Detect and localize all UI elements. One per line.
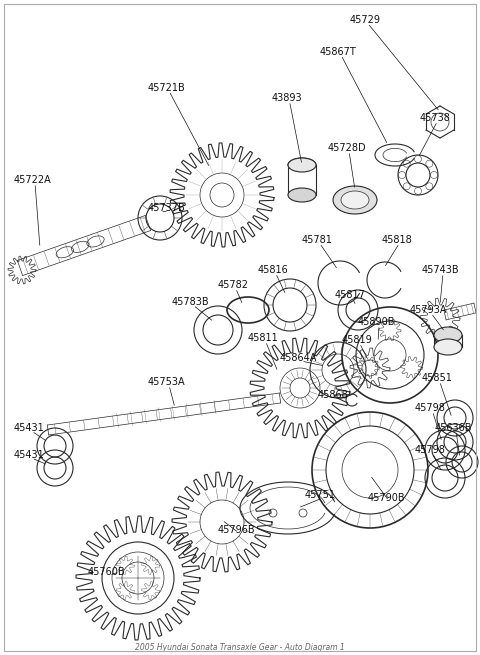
Text: 45781: 45781 bbox=[302, 235, 333, 245]
Ellipse shape bbox=[288, 188, 316, 202]
Text: 45851: 45851 bbox=[422, 373, 453, 383]
Text: 45864A: 45864A bbox=[280, 353, 317, 363]
Text: 45816: 45816 bbox=[258, 265, 289, 275]
Text: 2005 Hyundai Sonata Transaxle Gear - Auto Diagram 1: 2005 Hyundai Sonata Transaxle Gear - Aut… bbox=[135, 643, 345, 652]
Text: 45729: 45729 bbox=[350, 15, 381, 25]
Ellipse shape bbox=[288, 158, 316, 172]
Text: 45783B: 45783B bbox=[172, 297, 210, 307]
Text: 45753A: 45753A bbox=[148, 377, 186, 387]
Text: 45782: 45782 bbox=[218, 280, 249, 290]
Text: 45431: 45431 bbox=[14, 450, 45, 460]
Text: 45760B: 45760B bbox=[88, 567, 126, 577]
Text: 45636B: 45636B bbox=[435, 423, 472, 433]
Text: 45798: 45798 bbox=[415, 403, 446, 413]
Text: 45868: 45868 bbox=[318, 390, 349, 400]
Text: 45431: 45431 bbox=[14, 423, 45, 433]
Text: 45721B: 45721B bbox=[148, 83, 186, 93]
Text: 45811: 45811 bbox=[248, 333, 279, 343]
Text: 45743B: 45743B bbox=[422, 265, 460, 275]
Ellipse shape bbox=[434, 339, 462, 355]
Text: 45796B: 45796B bbox=[218, 525, 256, 535]
Ellipse shape bbox=[333, 186, 377, 214]
Text: 45819: 45819 bbox=[342, 335, 373, 345]
Ellipse shape bbox=[341, 191, 369, 209]
Text: 45798: 45798 bbox=[415, 445, 446, 455]
Text: 45722A: 45722A bbox=[14, 175, 52, 185]
Text: 45867T: 45867T bbox=[320, 47, 357, 57]
Text: 45817: 45817 bbox=[335, 290, 366, 300]
Text: 45890B: 45890B bbox=[358, 317, 396, 327]
Text: 43893: 43893 bbox=[272, 93, 302, 103]
Text: 45728D: 45728D bbox=[328, 143, 367, 153]
Text: 45818: 45818 bbox=[382, 235, 413, 245]
Text: 45793A: 45793A bbox=[410, 305, 447, 315]
Ellipse shape bbox=[434, 327, 462, 343]
Text: 45738: 45738 bbox=[420, 113, 451, 123]
Text: 45751: 45751 bbox=[305, 490, 336, 500]
Text: 45790B: 45790B bbox=[368, 493, 406, 503]
Text: 45737B: 45737B bbox=[148, 203, 186, 213]
